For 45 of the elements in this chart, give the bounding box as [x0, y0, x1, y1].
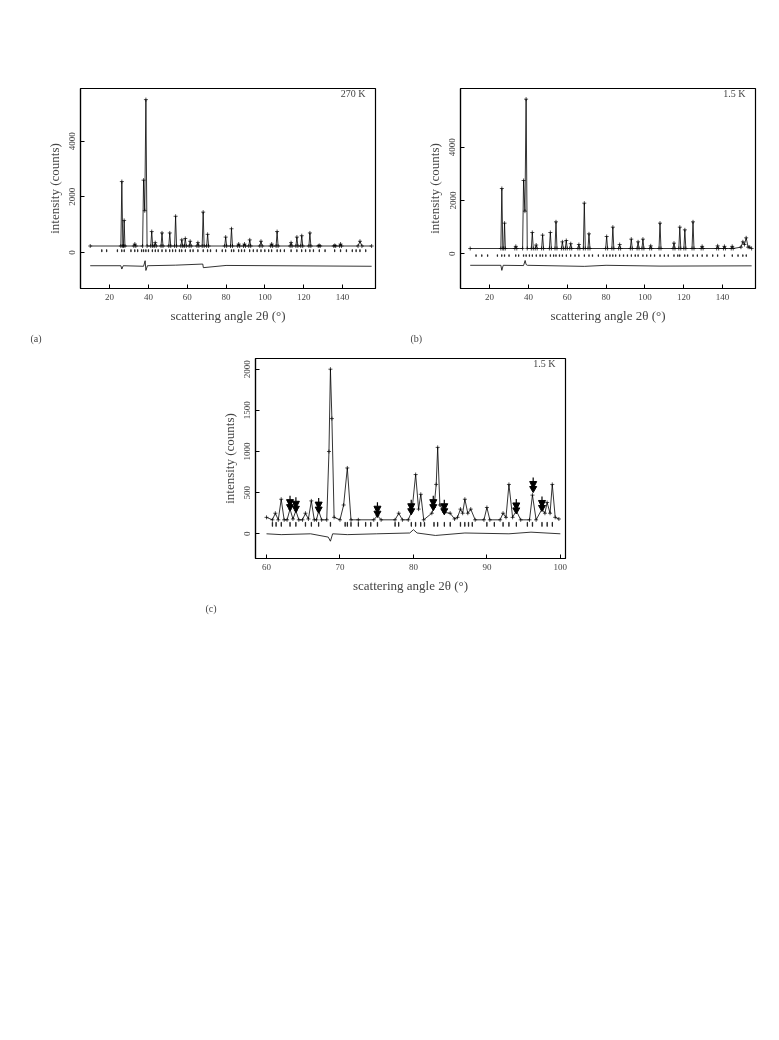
x-tick-label: 20	[485, 291, 495, 302]
annotation: 270 K	[340, 87, 367, 99]
annotation: 1.5 K	[533, 357, 557, 369]
x-tick-label: 20	[105, 291, 115, 302]
x-axis-title: scattering angle 2θ (°)	[170, 307, 286, 323]
x-tick-label: 100	[553, 561, 568, 572]
x-tick-label: 60	[562, 291, 573, 302]
x-tick-label: 60	[182, 291, 193, 302]
y-tick-label: 2000	[242, 359, 253, 379]
y-axis-title: intensity (counts)	[426, 143, 442, 234]
y-tick-label: 1500	[242, 400, 253, 420]
annotation: 1.5 K	[723, 87, 747, 99]
line-series	[469, 260, 753, 271]
text: (a)	[30, 332, 42, 345]
x-tick-label: 80	[408, 561, 419, 572]
x-tick-label: 70	[335, 561, 345, 572]
x-tick-label: 80	[601, 291, 612, 302]
y-tick-label: 4000	[67, 131, 78, 151]
y-tick-label: 0	[242, 531, 253, 537]
y-tick-label: 1000	[242, 442, 253, 461]
y-tick-label: 2000	[67, 187, 78, 206]
y-tick-label: 500	[242, 485, 253, 500]
x-tick-label: 140	[715, 291, 730, 302]
x-tick-label: 40	[143, 291, 154, 302]
x-tick-label: 120	[676, 291, 691, 302]
x-tick-label: 80	[221, 291, 232, 302]
y-tick-label: 4000	[447, 137, 458, 157]
y-tick-label: 2000	[447, 191, 458, 210]
x-tick-label: 40	[523, 291, 534, 302]
x-tick-label: 60	[262, 561, 272, 572]
line-series	[89, 260, 373, 271]
y-tick-label: 0	[447, 251, 458, 257]
x-tick-label: 90	[482, 561, 492, 572]
x-axis-title: scattering angle 2θ (°)	[352, 577, 469, 593]
y-axis-title: intensity (counts)	[46, 143, 62, 234]
text: (b)	[410, 332, 423, 345]
y-axis-title: intensity (counts)	[221, 413, 237, 504]
line-series	[266, 529, 561, 542]
x-tick-label: 100	[638, 291, 653, 302]
x-tick-label: 140	[335, 291, 350, 302]
x-tick-label: 100	[258, 291, 273, 302]
x-axis-title: scattering angle 2θ (°)	[550, 307, 666, 323]
text: (c)	[205, 602, 217, 615]
x-tick-label: 120	[296, 291, 311, 302]
y-tick-label: 0	[67, 249, 78, 255]
